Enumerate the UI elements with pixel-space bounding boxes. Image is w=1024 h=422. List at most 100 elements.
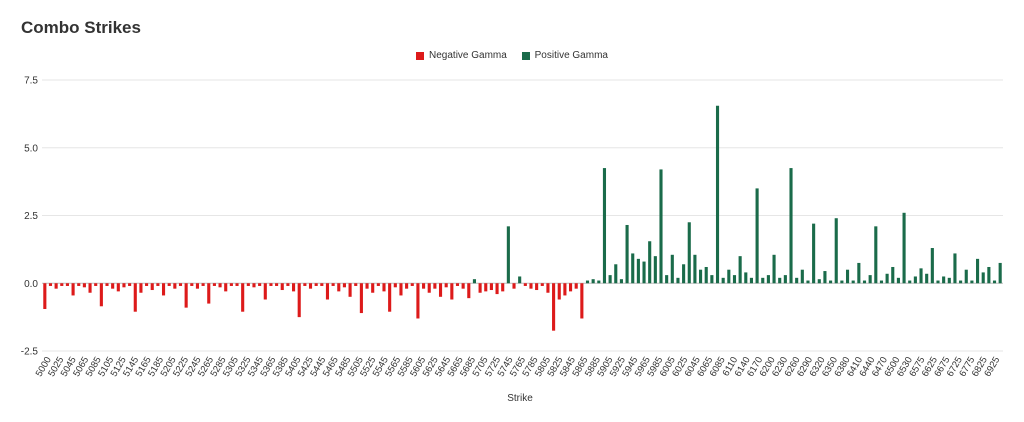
bar-negative-gamma[interactable] [229,283,233,286]
bar-negative-gamma[interactable] [280,283,284,291]
bar-negative-gamma[interactable] [489,283,493,291]
bar-negative-gamma[interactable] [71,283,75,296]
legend-item-negative[interactable]: Negative Gamma [416,50,507,61]
bar-positive-gamma[interactable] [518,276,522,284]
bar-negative-gamma[interactable] [427,283,431,293]
bar-positive-gamma[interactable] [631,253,635,284]
bar-negative-gamma[interactable] [156,283,160,286]
bar-negative-gamma[interactable] [325,283,330,300]
bar-negative-gamma[interactable] [122,283,126,288]
bar-positive-gamma[interactable] [766,275,770,284]
bar-positive-gamma[interactable] [648,241,652,284]
bar-positive-gamma[interactable] [868,275,872,284]
bar-negative-gamma[interactable] [388,283,392,312]
bar-positive-gamma[interactable] [693,254,697,284]
bar-negative-gamma[interactable] [207,283,211,304]
bar-negative-gamma[interactable] [178,283,183,286]
bar-negative-gamma[interactable] [145,283,149,286]
bar-positive-gamma[interactable] [953,253,957,284]
bar-negative-gamma[interactable] [438,283,443,297]
bar-positive-gamma[interactable] [789,168,793,284]
bar-positive-gamma[interactable] [970,280,974,284]
bar-positive-gamma[interactable] [721,277,725,284]
bar-positive-gamma[interactable] [998,262,1002,284]
bar-negative-gamma[interactable] [365,283,369,289]
bar-positive-gamma[interactable] [976,258,980,284]
bar-negative-gamma[interactable] [184,283,188,308]
bar-positive-gamma[interactable] [682,264,686,284]
bar-negative-gamma[interactable] [580,283,584,319]
bar-negative-gamma[interactable] [77,283,81,286]
bar-negative-gamma[interactable] [258,283,262,286]
bar-negative-gamma[interactable] [557,283,561,300]
bar-positive-gamma[interactable] [823,271,827,284]
bar-negative-gamma[interactable] [303,283,307,286]
bar-positive-gamma[interactable] [959,280,963,284]
bar-positive-gamma[interactable] [913,276,917,284]
bar-negative-gamma[interactable] [212,283,216,286]
bar-negative-gamma[interactable] [82,283,86,288]
bar-negative-gamma[interactable] [235,283,239,286]
bar-positive-gamma[interactable] [800,269,804,284]
bar-positive-gamma[interactable] [738,256,742,284]
bar-negative-gamma[interactable] [540,283,544,286]
bar-positive-gamma[interactable] [602,168,607,284]
bar-positive-gamma[interactable] [981,272,985,284]
bar-positive-gamma[interactable] [919,268,923,284]
bar-negative-gamma[interactable] [348,283,352,297]
bar-positive-gamma[interactable] [885,273,889,284]
bar-positive-gamma[interactable] [727,269,731,284]
bar-positive-gamma[interactable] [749,277,753,284]
bar-negative-gamma[interactable] [190,283,194,286]
bar-negative-gamma[interactable] [405,283,409,289]
bar-positive-gamma[interactable] [891,266,895,284]
bar-positive-gamma[interactable] [608,275,612,284]
bar-negative-gamma[interactable] [320,283,324,286]
bar-negative-gamma[interactable] [263,283,267,300]
bar-negative-gamma[interactable] [546,283,550,293]
bar-positive-gamma[interactable] [699,269,703,284]
bar-positive-gamma[interactable] [879,280,884,284]
bar-positive-gamma[interactable] [930,248,934,284]
bar-negative-gamma[interactable] [128,283,132,286]
bar-positive-gamma[interactable] [851,280,855,284]
bar-positive-gamma[interactable] [783,275,787,284]
bar-positive-gamma[interactable] [857,262,861,284]
bar-positive-gamma[interactable] [772,254,776,284]
bar-negative-gamma[interactable] [139,283,143,293]
bar-negative-gamma[interactable] [116,283,120,292]
bar-negative-gamma[interactable] [297,283,301,318]
bar-positive-gamma[interactable] [755,188,759,284]
bar-negative-gamma[interactable] [552,283,556,331]
bar-negative-gamma[interactable] [376,283,380,286]
bar-positive-gamma[interactable] [902,212,906,284]
bar-positive-gamma[interactable] [992,280,997,284]
bar-positive-gamma[interactable] [670,254,674,284]
bar-positive-gamma[interactable] [642,261,646,284]
bar-negative-gamma[interactable] [574,283,578,289]
bar-negative-gamma[interactable] [150,283,154,291]
bar-positive-gamma[interactable] [806,280,810,284]
bar-positive-gamma[interactable] [840,280,844,284]
bar-positive-gamma[interactable] [732,275,737,284]
bar-negative-gamma[interactable] [382,283,386,292]
bar-negative-gamma[interactable] [399,283,403,296]
bar-negative-gamma[interactable] [218,283,222,288]
bar-positive-gamma[interactable] [834,218,838,284]
bar-negative-gamma[interactable] [111,283,115,289]
bar-positive-gamma[interactable] [817,279,821,284]
bar-negative-gamma[interactable] [48,283,53,286]
bar-negative-gamma[interactable] [167,283,171,286]
bar-negative-gamma[interactable] [54,283,58,289]
bar-negative-gamma[interactable] [410,283,414,286]
bar-negative-gamma[interactable] [535,283,539,291]
bar-positive-gamma[interactable] [925,273,929,284]
bar-negative-gamma[interactable] [331,283,335,286]
bar-positive-gamma[interactable] [676,277,680,284]
bar-positive-gamma[interactable] [597,280,601,284]
bar-negative-gamma[interactable] [359,283,363,314]
bar-positive-gamma[interactable] [653,256,657,284]
bar-negative-gamma[interactable] [308,283,313,289]
bar-positive-gamma[interactable] [896,277,900,284]
bar-negative-gamma[interactable] [371,283,375,293]
